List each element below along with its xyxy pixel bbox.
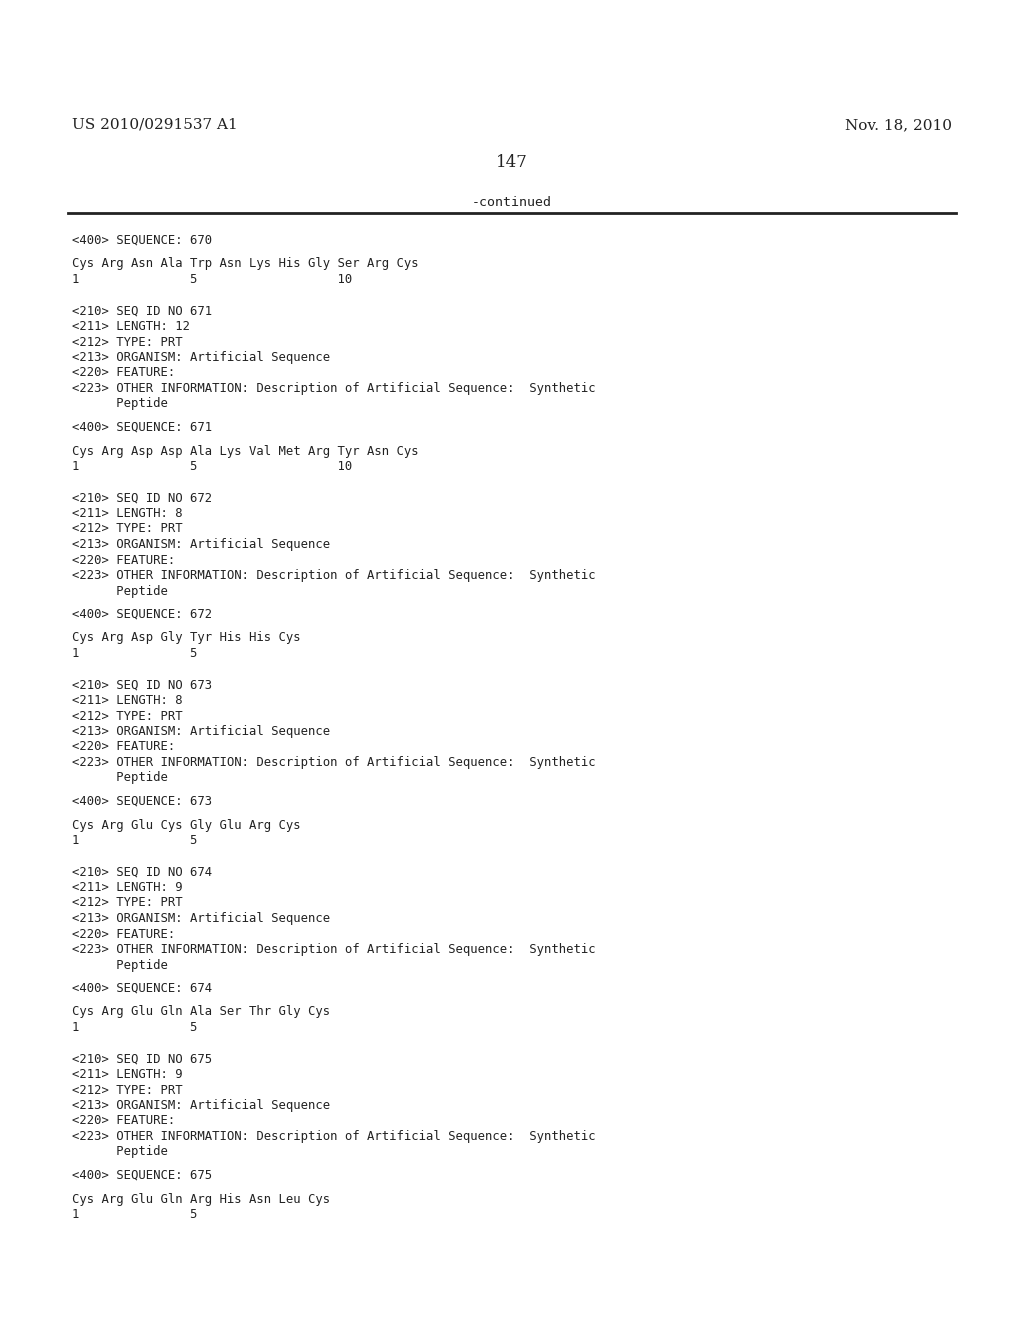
Text: Cys Arg Glu Gln Ala Ser Thr Gly Cys: Cys Arg Glu Gln Ala Ser Thr Gly Cys xyxy=(72,1006,330,1019)
Text: Peptide: Peptide xyxy=(72,958,168,972)
Text: <400> SEQUENCE: 675: <400> SEQUENCE: 675 xyxy=(72,1170,212,1181)
Text: <212> TYPE: PRT: <212> TYPE: PRT xyxy=(72,523,182,536)
Text: 1               5                   10: 1 5 10 xyxy=(72,459,352,473)
Text: <210> SEQ ID NO 672: <210> SEQ ID NO 672 xyxy=(72,491,212,504)
Text: Peptide: Peptide xyxy=(72,1146,168,1159)
Text: <223> OTHER INFORMATION: Description of Artificial Sequence:  Synthetic: <223> OTHER INFORMATION: Description of … xyxy=(72,381,596,395)
Text: Cys Arg Glu Cys Gly Glu Arg Cys: Cys Arg Glu Cys Gly Glu Arg Cys xyxy=(72,818,301,832)
Text: <210> SEQ ID NO 675: <210> SEQ ID NO 675 xyxy=(72,1052,212,1065)
Text: 147: 147 xyxy=(496,154,528,172)
Text: <211> LENGTH: 9: <211> LENGTH: 9 xyxy=(72,880,182,894)
Text: <211> LENGTH: 9: <211> LENGTH: 9 xyxy=(72,1068,182,1081)
Text: <213> ORGANISM: Artificial Sequence: <213> ORGANISM: Artificial Sequence xyxy=(72,912,330,925)
Text: <220> FEATURE:: <220> FEATURE: xyxy=(72,1114,175,1127)
Text: Cys Arg Asn Ala Trp Asn Lys His Gly Ser Arg Cys: Cys Arg Asn Ala Trp Asn Lys His Gly Ser … xyxy=(72,257,419,271)
Text: <223> OTHER INFORMATION: Description of Artificial Sequence:  Synthetic: <223> OTHER INFORMATION: Description of … xyxy=(72,569,596,582)
Text: <220> FEATURE:: <220> FEATURE: xyxy=(72,928,175,940)
Text: <212> TYPE: PRT: <212> TYPE: PRT xyxy=(72,1084,182,1097)
Text: Peptide: Peptide xyxy=(72,585,168,598)
Text: US 2010/0291537 A1: US 2010/0291537 A1 xyxy=(72,117,238,132)
Text: <220> FEATURE:: <220> FEATURE: xyxy=(72,741,175,754)
Text: 1               5: 1 5 xyxy=(72,1020,198,1034)
Text: Cys Arg Asp Asp Ala Lys Val Met Arg Tyr Asn Cys: Cys Arg Asp Asp Ala Lys Val Met Arg Tyr … xyxy=(72,445,419,458)
Text: <212> TYPE: PRT: <212> TYPE: PRT xyxy=(72,896,182,909)
Text: <213> ORGANISM: Artificial Sequence: <213> ORGANISM: Artificial Sequence xyxy=(72,725,330,738)
Text: <213> ORGANISM: Artificial Sequence: <213> ORGANISM: Artificial Sequence xyxy=(72,351,330,364)
Text: <210> SEQ ID NO 673: <210> SEQ ID NO 673 xyxy=(72,678,212,692)
Text: Peptide: Peptide xyxy=(72,397,168,411)
Text: <211> LENGTH: 8: <211> LENGTH: 8 xyxy=(72,507,182,520)
Text: <213> ORGANISM: Artificial Sequence: <213> ORGANISM: Artificial Sequence xyxy=(72,539,330,550)
Text: <223> OTHER INFORMATION: Description of Artificial Sequence:  Synthetic: <223> OTHER INFORMATION: Description of … xyxy=(72,1130,596,1143)
Text: <400> SEQUENCE: 673: <400> SEQUENCE: 673 xyxy=(72,795,212,808)
Text: <223> OTHER INFORMATION: Description of Artificial Sequence:  Synthetic: <223> OTHER INFORMATION: Description of … xyxy=(72,942,596,956)
Text: <220> FEATURE:: <220> FEATURE: xyxy=(72,553,175,566)
Text: <213> ORGANISM: Artificial Sequence: <213> ORGANISM: Artificial Sequence xyxy=(72,1100,330,1111)
Text: 1               5                   10: 1 5 10 xyxy=(72,273,352,286)
Text: Peptide: Peptide xyxy=(72,771,168,784)
Text: Nov. 18, 2010: Nov. 18, 2010 xyxy=(845,117,952,132)
Text: <211> LENGTH: 8: <211> LENGTH: 8 xyxy=(72,694,182,708)
Text: <210> SEQ ID NO 674: <210> SEQ ID NO 674 xyxy=(72,866,212,879)
Text: 1               5: 1 5 xyxy=(72,647,198,660)
Text: <212> TYPE: PRT: <212> TYPE: PRT xyxy=(72,710,182,722)
Text: <212> TYPE: PRT: <212> TYPE: PRT xyxy=(72,335,182,348)
Text: <220> FEATURE:: <220> FEATURE: xyxy=(72,367,175,380)
Text: Cys Arg Glu Gln Arg His Asn Leu Cys: Cys Arg Glu Gln Arg His Asn Leu Cys xyxy=(72,1192,330,1205)
Text: <210> SEQ ID NO 671: <210> SEQ ID NO 671 xyxy=(72,305,212,318)
Text: <400> SEQUENCE: 674: <400> SEQUENCE: 674 xyxy=(72,982,212,995)
Text: <400> SEQUENCE: 670: <400> SEQUENCE: 670 xyxy=(72,234,212,247)
Text: <211> LENGTH: 12: <211> LENGTH: 12 xyxy=(72,319,190,333)
Text: -continued: -continued xyxy=(472,195,552,209)
Text: <400> SEQUENCE: 672: <400> SEQUENCE: 672 xyxy=(72,609,212,620)
Text: <223> OTHER INFORMATION: Description of Artificial Sequence:  Synthetic: <223> OTHER INFORMATION: Description of … xyxy=(72,756,596,770)
Text: 1               5: 1 5 xyxy=(72,834,198,847)
Text: Cys Arg Asp Gly Tyr His His Cys: Cys Arg Asp Gly Tyr His His Cys xyxy=(72,631,301,644)
Text: <400> SEQUENCE: 671: <400> SEQUENCE: 671 xyxy=(72,421,212,434)
Text: 1               5: 1 5 xyxy=(72,1208,198,1221)
